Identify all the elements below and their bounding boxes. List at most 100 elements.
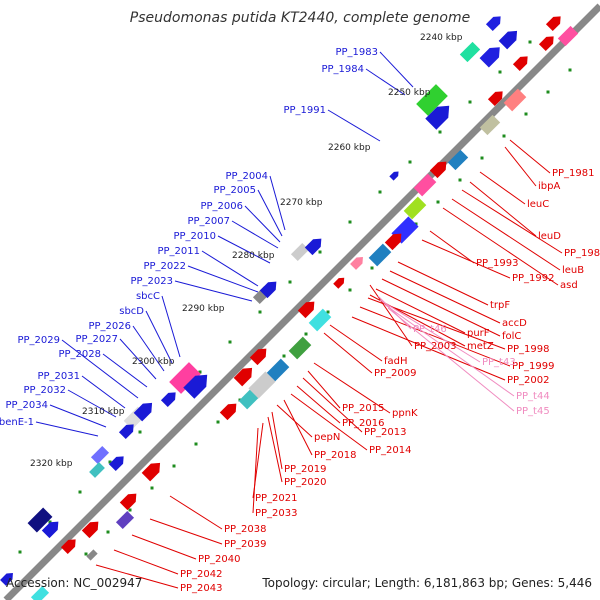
gene-arrow <box>60 539 76 555</box>
gene-label-pp-t46: PP_t46 <box>413 324 447 335</box>
gene-label-pp-2018: PP_2018 <box>314 450 357 461</box>
tick-dot <box>458 178 462 182</box>
gene-label-pp-2021: PP_2021 <box>255 493 298 504</box>
tick-dot <box>498 70 502 74</box>
gene-label-ibpa: ibpA <box>538 181 560 192</box>
gene-label-ppnk: ppnK <box>392 408 418 419</box>
gene-label-pp-2010: PP_2010 <box>173 231 216 242</box>
gene-label-sbcd: sbcD <box>119 306 144 317</box>
gene-label-pp-2005: PP_2005 <box>213 185 256 196</box>
gene-block <box>169 362 201 394</box>
tick-dot <box>546 90 550 94</box>
gene-label-leud: leuD <box>538 231 561 242</box>
leader-line <box>351 316 506 381</box>
gene-arrow <box>384 233 402 251</box>
leader-line <box>276 404 313 438</box>
leader-line <box>377 295 412 330</box>
tick-dot <box>138 430 142 434</box>
leader-line <box>119 338 157 380</box>
gene-label-pp-1998: PP_1998 <box>507 344 550 355</box>
leader-line <box>387 307 515 412</box>
gene-label-fadh: fadH <box>384 356 408 367</box>
leader-line <box>365 68 406 96</box>
gene-arrow <box>333 277 345 289</box>
gene-arrow <box>249 348 267 366</box>
gene-label-pp-2020: PP_2020 <box>284 477 327 488</box>
gene-arrow <box>429 161 447 179</box>
gene-arrow <box>425 105 450 130</box>
tick-dot <box>348 288 352 292</box>
leader-line <box>290 393 368 451</box>
leader-line <box>421 239 511 279</box>
gene-arrow <box>297 301 315 319</box>
tick-dot <box>524 112 528 116</box>
gene-label-leub: leuB <box>562 265 584 276</box>
gene-arrow <box>498 30 518 50</box>
gene-label-pp-1991: PP_1991 <box>283 105 326 116</box>
gene-arrow <box>81 521 99 539</box>
leader-line <box>131 534 197 560</box>
tick-dot <box>468 100 472 104</box>
gene-arrow <box>350 257 363 270</box>
leader-line <box>359 306 511 367</box>
tick-dot <box>528 40 532 44</box>
gene-label-pp-2027: PP_2027 <box>75 334 118 345</box>
gene-arrow <box>118 424 134 440</box>
leader-line <box>313 362 391 414</box>
leader-line <box>252 427 259 514</box>
leader-line <box>509 139 551 174</box>
gene-label-trpf: trpF <box>490 300 510 311</box>
tick-dot <box>502 134 506 138</box>
kbp-tick-label: 2290 kbp <box>182 304 225 314</box>
leader-line <box>479 171 526 205</box>
gene-arrow <box>119 493 137 511</box>
gene-block <box>89 462 105 478</box>
gene-label-pp-t45: PP_t45 <box>516 406 550 417</box>
kbp-tick-label: 2260 kbp <box>328 143 371 153</box>
tick-dot <box>172 464 176 468</box>
gene-block <box>86 549 98 561</box>
kbp-tick-label: 2300 kbp <box>132 357 175 367</box>
accession-text: Accession: NC_002947 <box>6 576 142 590</box>
gene-label-pp-2011: PP_2011 <box>157 246 200 257</box>
leader-line <box>102 353 148 388</box>
gene-block <box>459 41 481 63</box>
tick-dot <box>370 266 374 270</box>
leader-line <box>161 295 181 358</box>
leader-line <box>169 495 223 530</box>
gene-block <box>288 336 312 360</box>
tick-dot <box>198 370 202 374</box>
gene-arrow <box>133 402 153 422</box>
left-gene-labels: PP_1983 PP_1984 PP_1991 PP_2004 PP_2005 PP_20… <box>0 47 378 428</box>
leader-line <box>327 109 381 142</box>
gene-label-purf: purF <box>467 328 490 339</box>
leader-line <box>442 207 559 286</box>
gene-label-pp-1993: PP_1993 <box>476 258 519 269</box>
tick-dot <box>258 310 262 314</box>
leader-line <box>369 284 413 347</box>
leader-line <box>174 280 253 302</box>
leader-line <box>269 175 286 231</box>
gene-arrow <box>0 573 13 586</box>
tick-dot <box>414 222 418 226</box>
tick-dot <box>282 354 286 358</box>
leader-line <box>113 549 179 575</box>
gene-label-pp-2026: PP_2026 <box>88 321 131 332</box>
leader-line <box>296 385 341 424</box>
kbp-tick-label: 2250 kbp <box>388 88 431 98</box>
kbp-tick-label: 2280 kbp <box>232 251 275 261</box>
leader-line <box>302 377 363 433</box>
leader-line <box>187 265 259 293</box>
leader-line <box>469 181 537 237</box>
gene-arrow <box>183 374 208 399</box>
leader-line <box>61 339 139 399</box>
leader-line <box>267 416 283 483</box>
gene-label-pp-1999: PP_1999 <box>512 361 555 372</box>
backbone-tick-marks <box>18 40 572 556</box>
gene-label-pepn: pepN <box>314 432 340 443</box>
tick-dot <box>216 420 220 424</box>
tick-dot <box>408 160 412 164</box>
genome-summary-text: Topology: circular; Length: 6,181,863 bp… <box>261 576 592 590</box>
gene-block <box>413 173 437 197</box>
